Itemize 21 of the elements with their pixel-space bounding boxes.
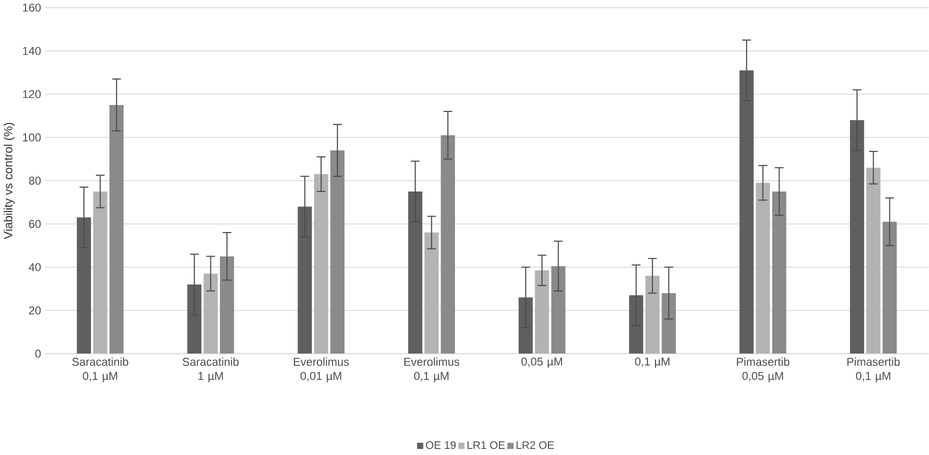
- y-tick-label: 80: [29, 176, 41, 185]
- x-tick-label: Saracatinib 1 µM: [182, 358, 239, 382]
- x-tick-label: Everolimus 0,01 µM: [294, 358, 349, 382]
- x-tick-label: Pimasertib 0,1 µM: [847, 358, 900, 382]
- y-tick-label: 140: [23, 46, 41, 56]
- y-tick-label: 20: [29, 306, 41, 315]
- legend-label: LR2 OE: [516, 441, 554, 450]
- y-tick-label: 40: [28, 263, 41, 272]
- x-tick-label: 0,1 µM: [635, 358, 670, 368]
- legend-label: OE 19: [426, 441, 456, 450]
- x-tick-label: Pimasertib 0,05 µM: [736, 358, 790, 382]
- y-axis-title: Viability vs control (%): [4, 122, 15, 240]
- y-tick-label: 60: [29, 220, 41, 228]
- y-tick-label: 100: [23, 133, 41, 142]
- y-tick-label: 0: [35, 350, 41, 358]
- legend-label: LR1 OE: [468, 441, 505, 450]
- x-tick-label: 0,05 µM: [521, 358, 562, 368]
- x-tick-label: Saracatinib 0,1 µM: [72, 358, 128, 382]
- y-tick-label: 120: [23, 90, 41, 98]
- y-tick-label: 160: [23, 4, 41, 12]
- x-tick-label: Everolimus 0,1 µM: [404, 358, 460, 382]
